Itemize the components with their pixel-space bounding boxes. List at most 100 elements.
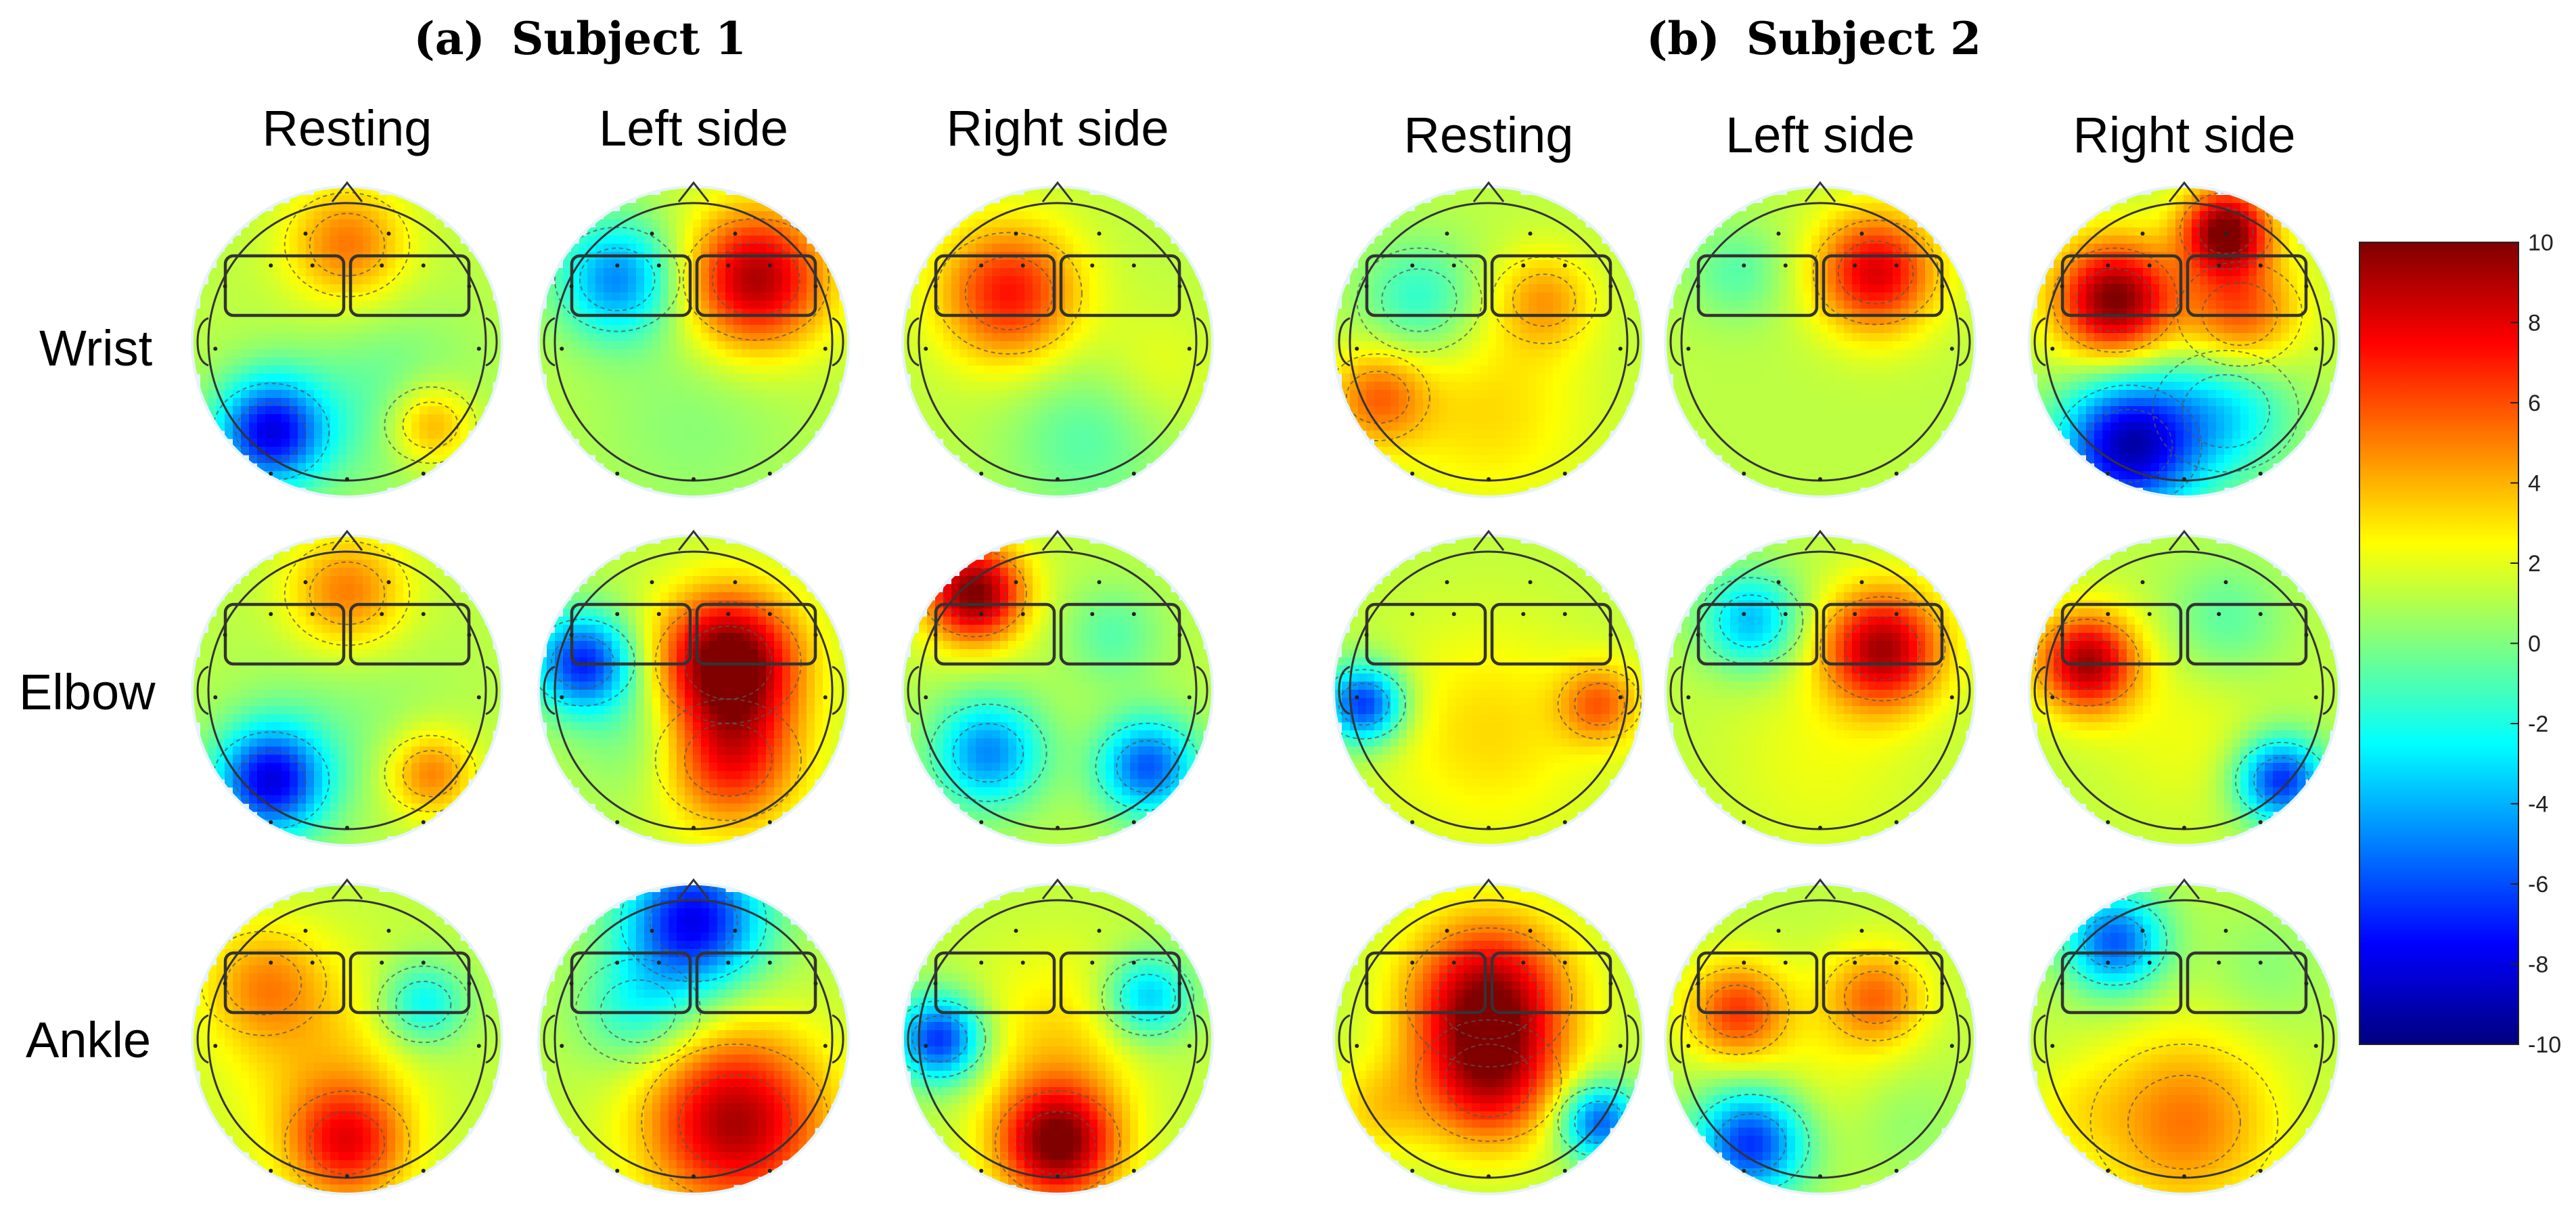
left-ear — [907, 1014, 920, 1064]
electrode-dot — [1562, 960, 1567, 965]
electrode-dot — [1487, 825, 1491, 830]
contour-line — [1335, 669, 1406, 740]
left-ear — [196, 1014, 209, 1064]
electrode-dot — [1894, 820, 1899, 824]
electrode-dot — [476, 1044, 481, 1048]
electrode-dot — [2223, 580, 2228, 585]
topomap-wrist-right-side — [901, 181, 1214, 498]
topomap-ankle-left-side — [1664, 878, 1976, 1195]
topomap-elbow-right-side — [2028, 529, 2341, 847]
electrode-dot — [1187, 347, 1192, 351]
electrode-dot — [310, 263, 315, 268]
colorbar-tick-label: -2 — [2528, 711, 2548, 737]
electrode-dot — [1618, 1044, 1623, 1048]
electrode-dot — [1859, 580, 1864, 585]
right-ear — [2322, 317, 2335, 367]
electrode-dot — [650, 580, 654, 585]
colorbar-tick-label: -10 — [2528, 1032, 2561, 1058]
left-ear — [2033, 665, 2046, 715]
electrode-dot — [1742, 471, 1746, 476]
electrode-dot — [2060, 633, 2064, 637]
electrode-dot — [823, 1044, 828, 1048]
electrode-dot — [467, 981, 472, 985]
electrode-dot — [1487, 476, 1491, 481]
nose — [2168, 878, 2200, 900]
nose — [677, 529, 710, 551]
electrode-dot — [303, 580, 308, 585]
electrode-dot — [1949, 695, 1954, 700]
electrode-dot — [1131, 612, 1136, 617]
electrode-dot — [1618, 695, 1623, 700]
electrode-dot — [1014, 580, 1018, 585]
electrode-dot — [650, 231, 654, 236]
topomap-wrist-left-side — [537, 181, 850, 498]
contour-line — [1019, 1111, 1096, 1175]
electrode-dot — [2106, 960, 2110, 965]
contour-line — [309, 213, 386, 277]
electrode-dot — [2182, 476, 2186, 481]
contour-line — [309, 1111, 386, 1175]
electrode-dot — [1020, 960, 1025, 965]
electrode-dot — [692, 825, 696, 830]
electrode-dot — [767, 471, 772, 476]
right-ear — [485, 665, 498, 715]
contour-line — [1512, 273, 1577, 327]
electrode-dot — [2140, 929, 2145, 933]
contour-line — [579, 247, 656, 311]
contour-line — [1116, 740, 1180, 794]
electrode-dot — [467, 633, 472, 637]
electrode-dot — [1562, 612, 1567, 617]
colorbar-tick-label: 0 — [2528, 631, 2541, 657]
electrode-dot — [2304, 633, 2309, 637]
electrode-dot — [615, 263, 620, 268]
electrode-dot — [269, 471, 273, 476]
electrode-dot — [2106, 263, 2110, 268]
electrode-dot — [767, 1168, 772, 1173]
electrode-dot — [979, 263, 984, 268]
electrode-dot — [476, 347, 481, 351]
contour-line — [384, 734, 477, 813]
electrode-dot — [2217, 612, 2221, 617]
contour-line — [2077, 268, 2153, 332]
electrode-dot — [1940, 981, 1945, 985]
electrode-dot — [2313, 695, 2318, 700]
colorbar-ticks: 10 8 6 4 2 0 -2 -4 -6 -8 -10 — [2510, 230, 2561, 1058]
electrode-dot — [692, 476, 696, 481]
topomap-field — [194, 885, 501, 1193]
contour-line — [1715, 1113, 1787, 1173]
electrode-dot — [2304, 981, 2309, 985]
topomap-elbow-right-side — [901, 529, 1214, 847]
electrode-dot — [1859, 929, 1864, 933]
electrode-dot — [2313, 347, 2318, 351]
nose — [2168, 181, 2200, 202]
electrode-dot — [1853, 960, 1857, 965]
right-ear — [1196, 665, 1208, 715]
electrode-dot — [1696, 633, 1700, 637]
electrode-dot — [1686, 347, 1691, 351]
left-ear — [907, 317, 920, 367]
electrode-dot — [1410, 263, 1415, 268]
contour-line — [649, 885, 738, 958]
electrode-dot — [813, 284, 818, 288]
electrode-dot — [560, 1044, 564, 1048]
contour-line — [235, 402, 307, 462]
electrode-dot — [1177, 284, 1182, 288]
colorbar-tick-label: 8 — [2528, 311, 2541, 336]
electrode-dot — [1608, 284, 1613, 288]
electrode-dot — [2106, 820, 2110, 824]
electrode-dot — [2106, 612, 2110, 617]
colorbar-tick-label: 2 — [2528, 551, 2541, 577]
contour-line — [2083, 915, 2147, 969]
right-ear — [1196, 1014, 1208, 1064]
electrode-dot — [1894, 612, 1899, 617]
electrode-dot — [692, 1174, 696, 1178]
electrode-dot — [1487, 1174, 1491, 1178]
electrode-dot — [2258, 1168, 2263, 1173]
electrode-dot — [726, 263, 731, 268]
right-ear — [1958, 317, 1971, 367]
electrode-dot — [386, 580, 391, 585]
contour-line — [1820, 596, 1946, 702]
col-label-a-left: Left side — [599, 100, 788, 156]
nose — [331, 529, 363, 551]
